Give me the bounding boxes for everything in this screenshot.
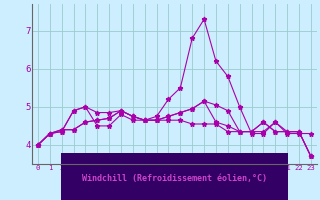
X-axis label: Windchill (Refroidissement éolien,°C): Windchill (Refroidissement éolien,°C): [82, 174, 267, 183]
